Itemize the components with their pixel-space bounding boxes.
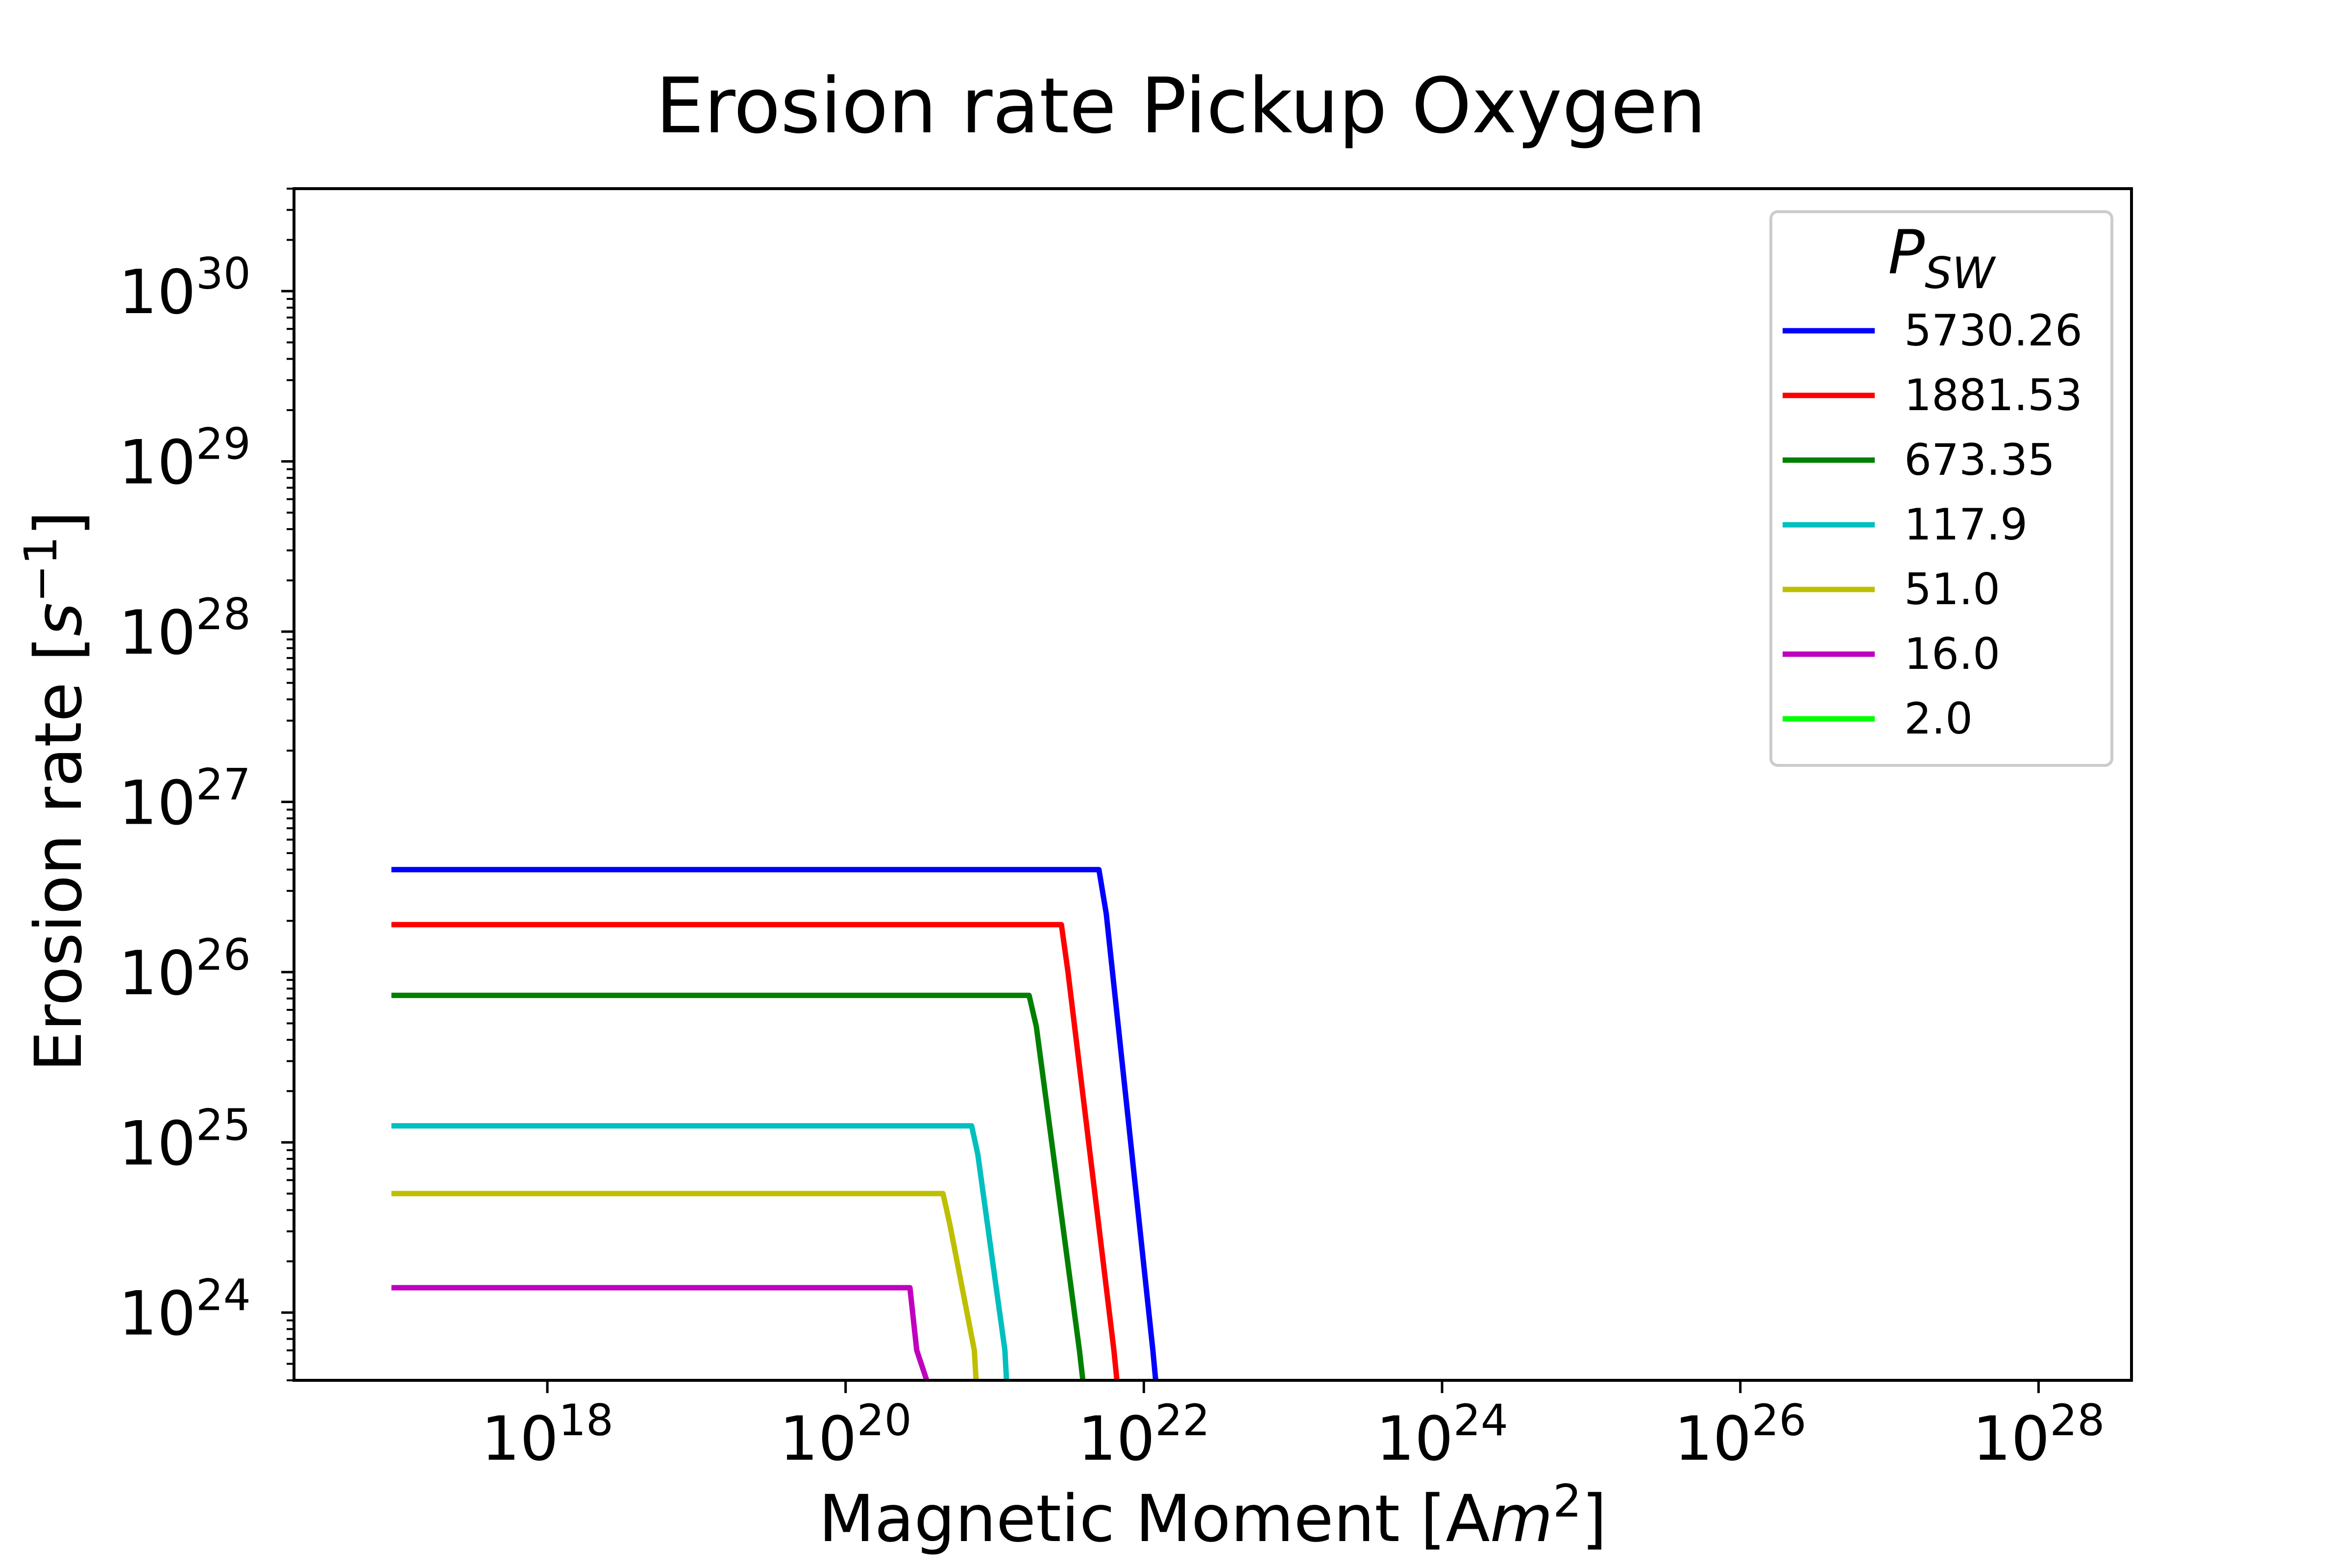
plot-lines (391, 867, 1158, 1381)
y-tick-label: 1028 (119, 589, 251, 668)
legend-label: 673.35 (1904, 435, 2055, 485)
series-line-51-0 (391, 1191, 979, 1381)
x-axis: 1018 1020 1022 1024 1026 1028 (481, 1380, 2105, 1474)
legend-label: 16.0 (1904, 629, 2000, 679)
legend-entries: 5730.26 1881.53 673.35 117.9 51.0 16.0 2.0 (1783, 305, 2082, 744)
series-line-117-9 (391, 1123, 1009, 1381)
y-tick-label: 1026 (119, 930, 251, 1009)
plot-frame (293, 187, 2133, 1382)
x-axis-label: Magnetic Moment [Am2] (819, 1475, 1607, 1557)
y-axis: 1024 1025 1026 1027 1028 1029 1030 (119, 188, 294, 1381)
series-line-1881-53 (391, 922, 1120, 1381)
legend-title: PSW (1888, 218, 1996, 298)
x-tick-label: 1024 (1376, 1395, 1508, 1474)
x-tick-label: 1026 (1674, 1395, 1807, 1474)
y-tick-label: 1027 (119, 759, 251, 838)
legend: PSW 5730.26 1881.53 673.35 117.9 51.0 16.0 2.0 (1769, 210, 2113, 767)
x-tick-label: 1018 (481, 1395, 613, 1474)
y-tick-label: 1030 (119, 248, 251, 328)
x-tick-label: 1020 (780, 1395, 912, 1474)
y-tick-label: 1029 (119, 419, 251, 498)
x-tick-label: 1022 (1078, 1395, 1210, 1474)
y-tick-label: 1025 (119, 1100, 251, 1179)
legend-label: 5730.26 (1904, 305, 2082, 356)
x-tick-label: 1028 (1972, 1395, 2105, 1474)
legend-label: 2.0 (1904, 693, 1973, 744)
legend-box (1769, 210, 2113, 767)
series-line-16-0 (391, 1285, 930, 1381)
legend-label: 117.9 (1904, 499, 2028, 550)
series-line-5730-26 (391, 867, 1158, 1381)
legend-label: 51.0 (1904, 564, 2000, 614)
y-tick-label: 1024 (119, 1270, 251, 1349)
y-axis-label: Erosion rate [s−1] (15, 511, 97, 1072)
legend-label: 1881.53 (1904, 370, 2082, 420)
chart-title: Erosion rate Pickup Oxygen (656, 61, 1706, 150)
series-line-673-35 (391, 992, 1086, 1381)
